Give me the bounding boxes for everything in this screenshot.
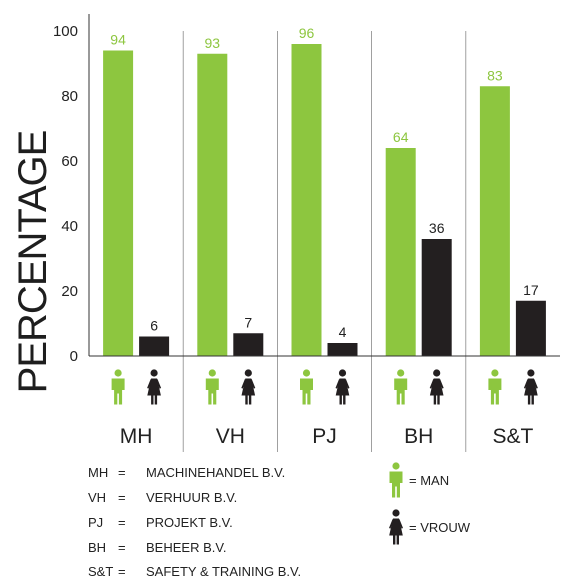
man-icon [394, 369, 408, 405]
abbreviation-row: PJ = PROJEKT B.V. [88, 512, 233, 532]
abbr: VH [88, 489, 107, 505]
bar-vrouw [515, 300, 546, 356]
bar-man [385, 148, 416, 356]
data-label: 93 [205, 35, 221, 51]
equals: = [118, 514, 126, 530]
man-icon [488, 369, 502, 405]
data-label: 6 [150, 318, 158, 334]
bar-man [197, 53, 228, 356]
category-label: BH [404, 425, 433, 448]
equals: = [118, 464, 126, 480]
full-name: BEHEER B.V. [146, 539, 227, 555]
y-tick-label: 0 [70, 348, 78, 365]
abbreviation-row: S&T = SAFETY & TRAINING B.V. [88, 561, 301, 581]
y-tick-label: 60 [61, 153, 78, 170]
man-icon [111, 369, 125, 405]
woman-icon [147, 369, 162, 405]
data-label: 83 [487, 67, 503, 83]
data-label: 4 [339, 324, 347, 340]
y-tick-label: 40 [61, 218, 78, 235]
bar-vrouw [327, 343, 358, 356]
data-label: 17 [523, 282, 539, 298]
abbreviation-row: MH = MACHINEHANDEL B.V. [88, 462, 285, 482]
abbreviation-row: VH = VERHUUR B.V. [88, 487, 237, 507]
abbr: S&T [88, 563, 114, 579]
full-name: MACHINEHANDEL B.V. [146, 464, 286, 480]
abbr: BH [88, 539, 107, 555]
data-label: 64 [393, 129, 409, 145]
y-axis-label: PERCENTAGE [11, 131, 55, 394]
full-name: PROJEKT B.V. [146, 514, 233, 530]
woman-icon [389, 509, 403, 545]
man-icon [205, 369, 219, 405]
y-tick-label: 100 [53, 23, 78, 40]
bar-man [291, 44, 322, 356]
equals: = [118, 539, 126, 555]
data-label: 96 [299, 25, 315, 41]
data-label: 7 [244, 314, 252, 330]
legend-item-man: = MAN [387, 462, 449, 498]
legend-item-vrouw: = VROUW [387, 509, 470, 545]
legend-label: = VROUW [409, 519, 471, 535]
bar-vrouw [421, 239, 452, 356]
woman-icon [335, 369, 350, 405]
equals: = [118, 563, 126, 579]
category-label: VH [216, 425, 245, 448]
abbreviation-row: BH = BEHEER B.V. [88, 537, 226, 557]
category-label: PJ [312, 425, 337, 448]
data-label: 94 [110, 32, 126, 48]
full-name: SAFETY & TRAINING B.V. [146, 563, 302, 579]
bar-chart: PERCENTAGE 0 20 40 60 80 100 94 6 93 7 96 4 64 36 83 1… [11, 14, 560, 452]
full-name: VERHUUR B.V. [146, 489, 238, 505]
y-tick-label: 20 [61, 283, 78, 300]
category-label: MH [120, 425, 153, 448]
abbr: MH [88, 464, 109, 480]
equals: = [118, 489, 126, 505]
bar-vrouw [139, 336, 170, 356]
category-label: S&T [492, 425, 533, 448]
bar-man [479, 86, 510, 356]
legend-label: = MAN [409, 472, 450, 488]
y-tick-label: 80 [61, 88, 78, 105]
man-icon [300, 369, 313, 405]
data-label: 36 [429, 220, 445, 236]
bar-vrouw [233, 333, 264, 356]
woman-icon [241, 369, 256, 405]
abbr: PJ [88, 514, 104, 530]
woman-icon [429, 369, 444, 405]
man-icon [389, 462, 403, 498]
woman-icon [523, 369, 538, 405]
bar-man [103, 50, 134, 356]
